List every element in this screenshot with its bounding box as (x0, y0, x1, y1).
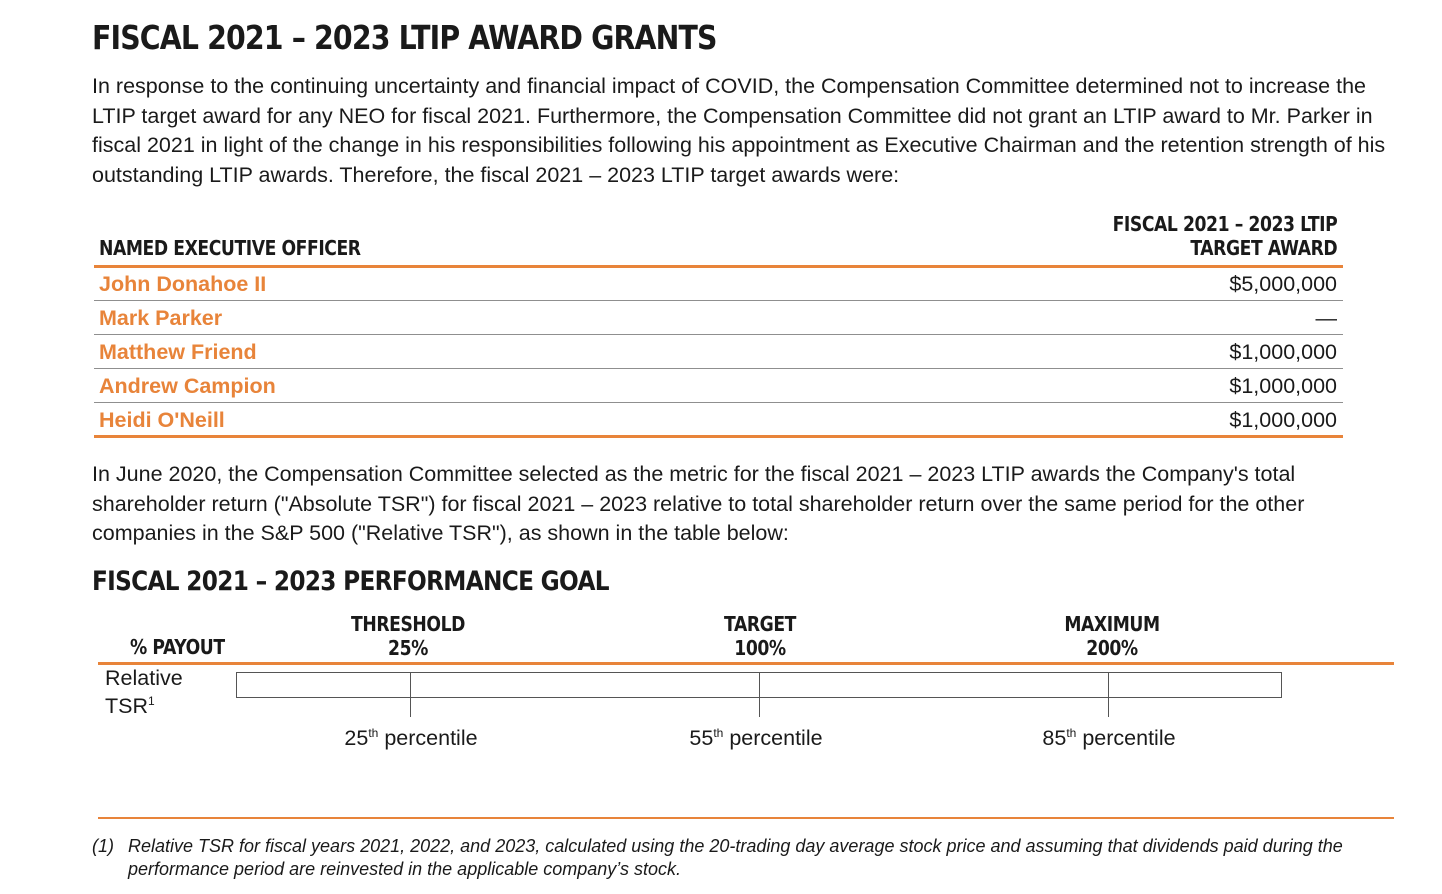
tsr-label-line1: Relative (105, 666, 183, 690)
table-row: Andrew Campion $1,000,000 (99, 370, 1337, 404)
row-divider (94, 402, 1343, 403)
target-award-value: $1,000,000 (1229, 374, 1337, 398)
level-name: THRESHOLD (351, 612, 465, 636)
officer-name: Andrew Campion (99, 374, 276, 398)
threshold-percentile: 25th percentile (344, 726, 478, 751)
target-award-value: $1,000,000 (1229, 408, 1337, 432)
intro-paragraph: In response to the continuing uncertaint… (92, 74, 1386, 187)
officer-name: Mark Parker (99, 306, 223, 330)
target-percentile: 55th percentile (689, 726, 823, 751)
payout-label: % PAYOUT (130, 635, 225, 659)
performance-goal-title: FISCAL 2021 – 2023 PERFORMANCE GOAL (92, 566, 610, 597)
table-row: Mark Parker — (99, 302, 1337, 336)
level-target: TARGET 100% (674, 612, 846, 660)
row-divider (94, 368, 1343, 369)
footnote: (1) Relative TSR for fiscal years 2021, … (92, 835, 1402, 881)
table-header-award: FISCAL 2021 – 2023 LTIP TARGET AWARD (1112, 212, 1337, 260)
metric-paragraph: In June 2020, the Compensation Committee… (92, 462, 1305, 545)
level-payout: 25% (388, 636, 428, 660)
footnote-marker: 1 (148, 694, 155, 708)
table-header-officer: NAMED EXECUTIVE OFFICER (99, 236, 361, 260)
footnote-text: Relative TSR for fiscal years 2021, 2022… (128, 836, 1343, 879)
table-header-rule (94, 265, 1343, 268)
level-maximum: MAXIMUM 200% (1026, 612, 1198, 660)
table-header-award-line2: TARGET AWARD (1190, 236, 1337, 260)
maximum-percentile: 85th percentile (1042, 726, 1176, 751)
footnote-rule (98, 817, 1394, 819)
level-name: MAXIMUM (1064, 612, 1160, 636)
row-divider (94, 334, 1343, 335)
level-payout: 100% (734, 636, 786, 660)
table-row: Heidi O'Neill $1,000,000 (99, 404, 1337, 438)
tsr-label-line2: TSR1 (105, 694, 155, 719)
performance-header-rule (98, 662, 1394, 665)
threshold-tick (410, 672, 411, 717)
target-tick (759, 672, 760, 717)
officer-name: Matthew Friend (99, 340, 257, 364)
table-row: Matthew Friend $1,000,000 (99, 336, 1337, 370)
level-name: TARGET (724, 612, 796, 636)
target-award-value: $1,000,000 (1229, 340, 1337, 364)
officer-name: John Donahoe II (99, 272, 267, 296)
level-threshold: THRESHOLD 25% (322, 612, 494, 660)
officer-name: Heidi O'Neill (99, 408, 225, 432)
target-award-value: — (1315, 306, 1338, 330)
row-divider (94, 300, 1343, 301)
footnote-number: (1) (92, 836, 114, 856)
relative-tsr-label: Relative TSR1 (105, 667, 183, 718)
maximum-tick (1108, 672, 1109, 717)
table-header-award-line1: FISCAL 2021 – 2023 LTIP (1112, 212, 1337, 236)
page-title: FISCAL 2021 – 2023 LTIP AWARD GRANTS (92, 18, 717, 57)
table-row: John Donahoe II $5,000,000 (99, 268, 1337, 302)
target-award-value: $5,000,000 (1229, 272, 1337, 296)
level-payout: 200% (1086, 636, 1138, 660)
table-bottom-rule (94, 435, 1343, 438)
